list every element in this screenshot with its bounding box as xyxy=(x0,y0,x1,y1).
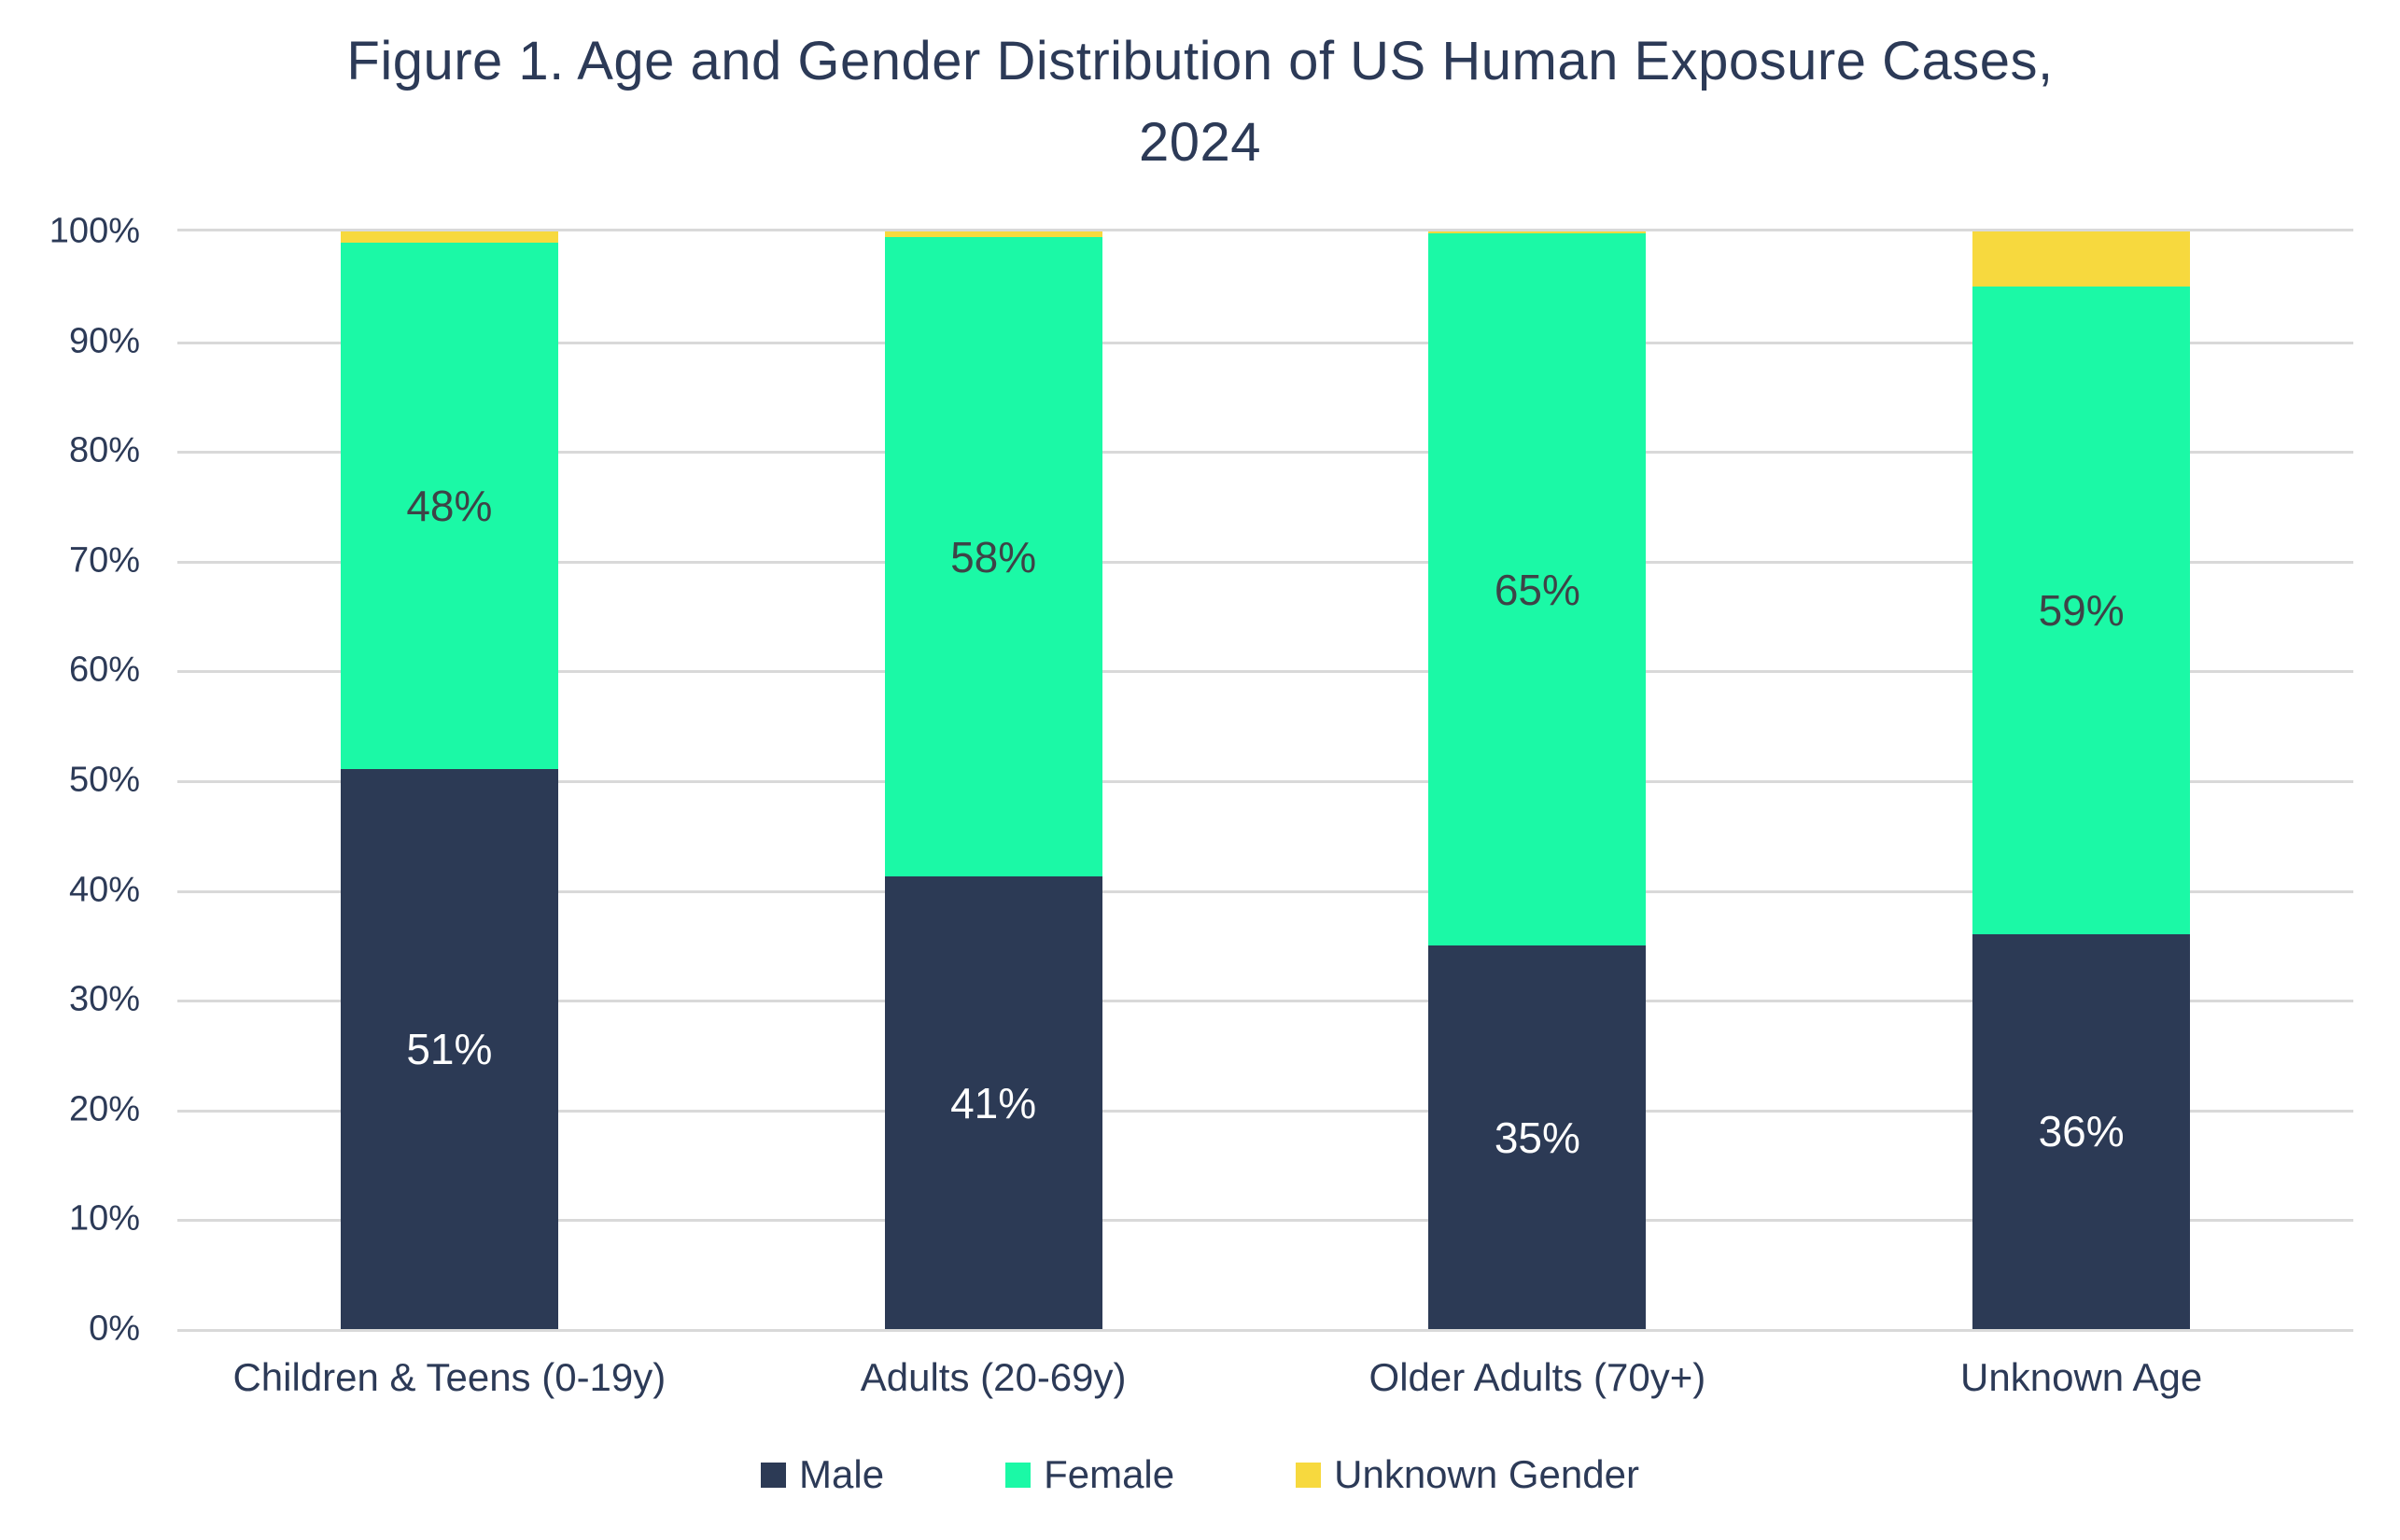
chart-title-line-1: Figure 1. Age and Gender Distribution of… xyxy=(346,31,2054,91)
bar-segment-unknown-gender-unknown-age xyxy=(1972,231,2191,287)
bar-segment-female-older-adults-70y: 65% xyxy=(1428,233,1647,946)
chart-legend: Male Female Unknown Gender xyxy=(0,1452,2400,1497)
y-axis-tick-label: 0% xyxy=(89,1309,140,1349)
gridline-30 xyxy=(177,1000,2353,1003)
x-axis-category-label-children-teens-0-19y: Children & Teens (0-19y) xyxy=(232,1355,667,1399)
gridline-40 xyxy=(177,889,2353,893)
y-axis-tick-label: 50% xyxy=(68,760,140,800)
legend-label-unknown-gender: Unknown Gender xyxy=(1334,1452,1639,1496)
y-axis-tick-label: 100% xyxy=(49,211,140,251)
data-label-female-unknown-age: 59% xyxy=(2038,585,2125,635)
data-label-male-children-teens-0-19y: 51% xyxy=(406,1025,493,1074)
y-axis-tick-label: 70% xyxy=(68,540,140,581)
legend-label-male: Male xyxy=(799,1452,885,1496)
y-axis-tick-label: 40% xyxy=(68,870,140,910)
bar-segment-male-unknown-age: 36% xyxy=(1972,933,2191,1329)
gridline-10 xyxy=(177,1219,2353,1223)
legend-item-male: Male xyxy=(761,1452,884,1497)
legend-item-unknown-gender: Unknown Gender xyxy=(1296,1452,1639,1497)
bar-segment-female-adults-20-69y: 58% xyxy=(884,236,1102,877)
data-label-female-older-adults-70y: 65% xyxy=(1494,565,1580,614)
bar-segment-male-older-adults-70y: 35% xyxy=(1428,945,1647,1329)
gridline-20 xyxy=(177,1109,2353,1113)
y-axis-tick-label: 20% xyxy=(68,1089,140,1129)
data-label-male-adults-20-69y: 41% xyxy=(950,1078,1037,1127)
gridline-80 xyxy=(177,451,2353,455)
data-label-female-children-teens-0-19y: 48% xyxy=(406,482,493,531)
data-label-male-older-adults-70y: 35% xyxy=(1494,1113,1580,1162)
legend-swatch-icon-female xyxy=(1005,1462,1032,1488)
bar-segment-female-unknown-age: 59% xyxy=(1972,286,2191,934)
bar-segment-male-adults-20-69y: 41% xyxy=(884,876,1102,1329)
data-label-male-unknown-age: 36% xyxy=(2038,1107,2125,1156)
y-axis-tick-label: 10% xyxy=(68,1198,140,1239)
legend-swatch-icon-male xyxy=(761,1462,787,1488)
bar-segment-unknown-gender-adults-20-69y xyxy=(884,231,1102,237)
gridline-100 xyxy=(177,229,2353,231)
gridline-70 xyxy=(177,560,2353,564)
x-axis-category-label-older-adults-70y: Older Adults (70y+) xyxy=(1368,1355,1706,1399)
y-axis-tick-label: 60% xyxy=(68,650,140,690)
y-axis-tick-label: 80% xyxy=(68,430,140,470)
data-label-female-adults-20-69y: 58% xyxy=(950,532,1037,581)
chart-title: Figure 1. Age and Gender Distribution of… xyxy=(0,21,2400,183)
chart-title-line-2: 2024 xyxy=(1138,112,1262,173)
x-axis-category-label-unknown-age: Unknown Age xyxy=(1960,1355,2203,1399)
legend-swatch-icon-unknown-gender xyxy=(1296,1462,1322,1488)
x-axis-category-label-adults-20-69y: Adults (20-69y) xyxy=(860,1355,1127,1399)
gridline-90 xyxy=(177,341,2353,344)
bar-segment-unknown-gender-older-adults-70y xyxy=(1428,231,1647,234)
legend-item-female: Female xyxy=(1005,1452,1174,1497)
bar-segment-male-children-teens-0-19y: 51% xyxy=(340,769,558,1329)
gridline-60 xyxy=(177,670,2353,674)
legend-label-female: Female xyxy=(1044,1452,1175,1496)
bar-segment-female-children-teens-0-19y: 48% xyxy=(340,242,558,770)
plot-area: 51% 48% 41% 58% 35% 65% 36% 59% xyxy=(177,229,2353,1332)
gridline-50 xyxy=(177,780,2353,783)
bar-segment-unknown-gender-children-teens-0-19y xyxy=(340,231,558,243)
y-axis-tick-label: 90% xyxy=(68,321,140,361)
y-axis-tick-label: 30% xyxy=(68,979,140,1019)
gridline-0 xyxy=(177,1329,2353,1332)
